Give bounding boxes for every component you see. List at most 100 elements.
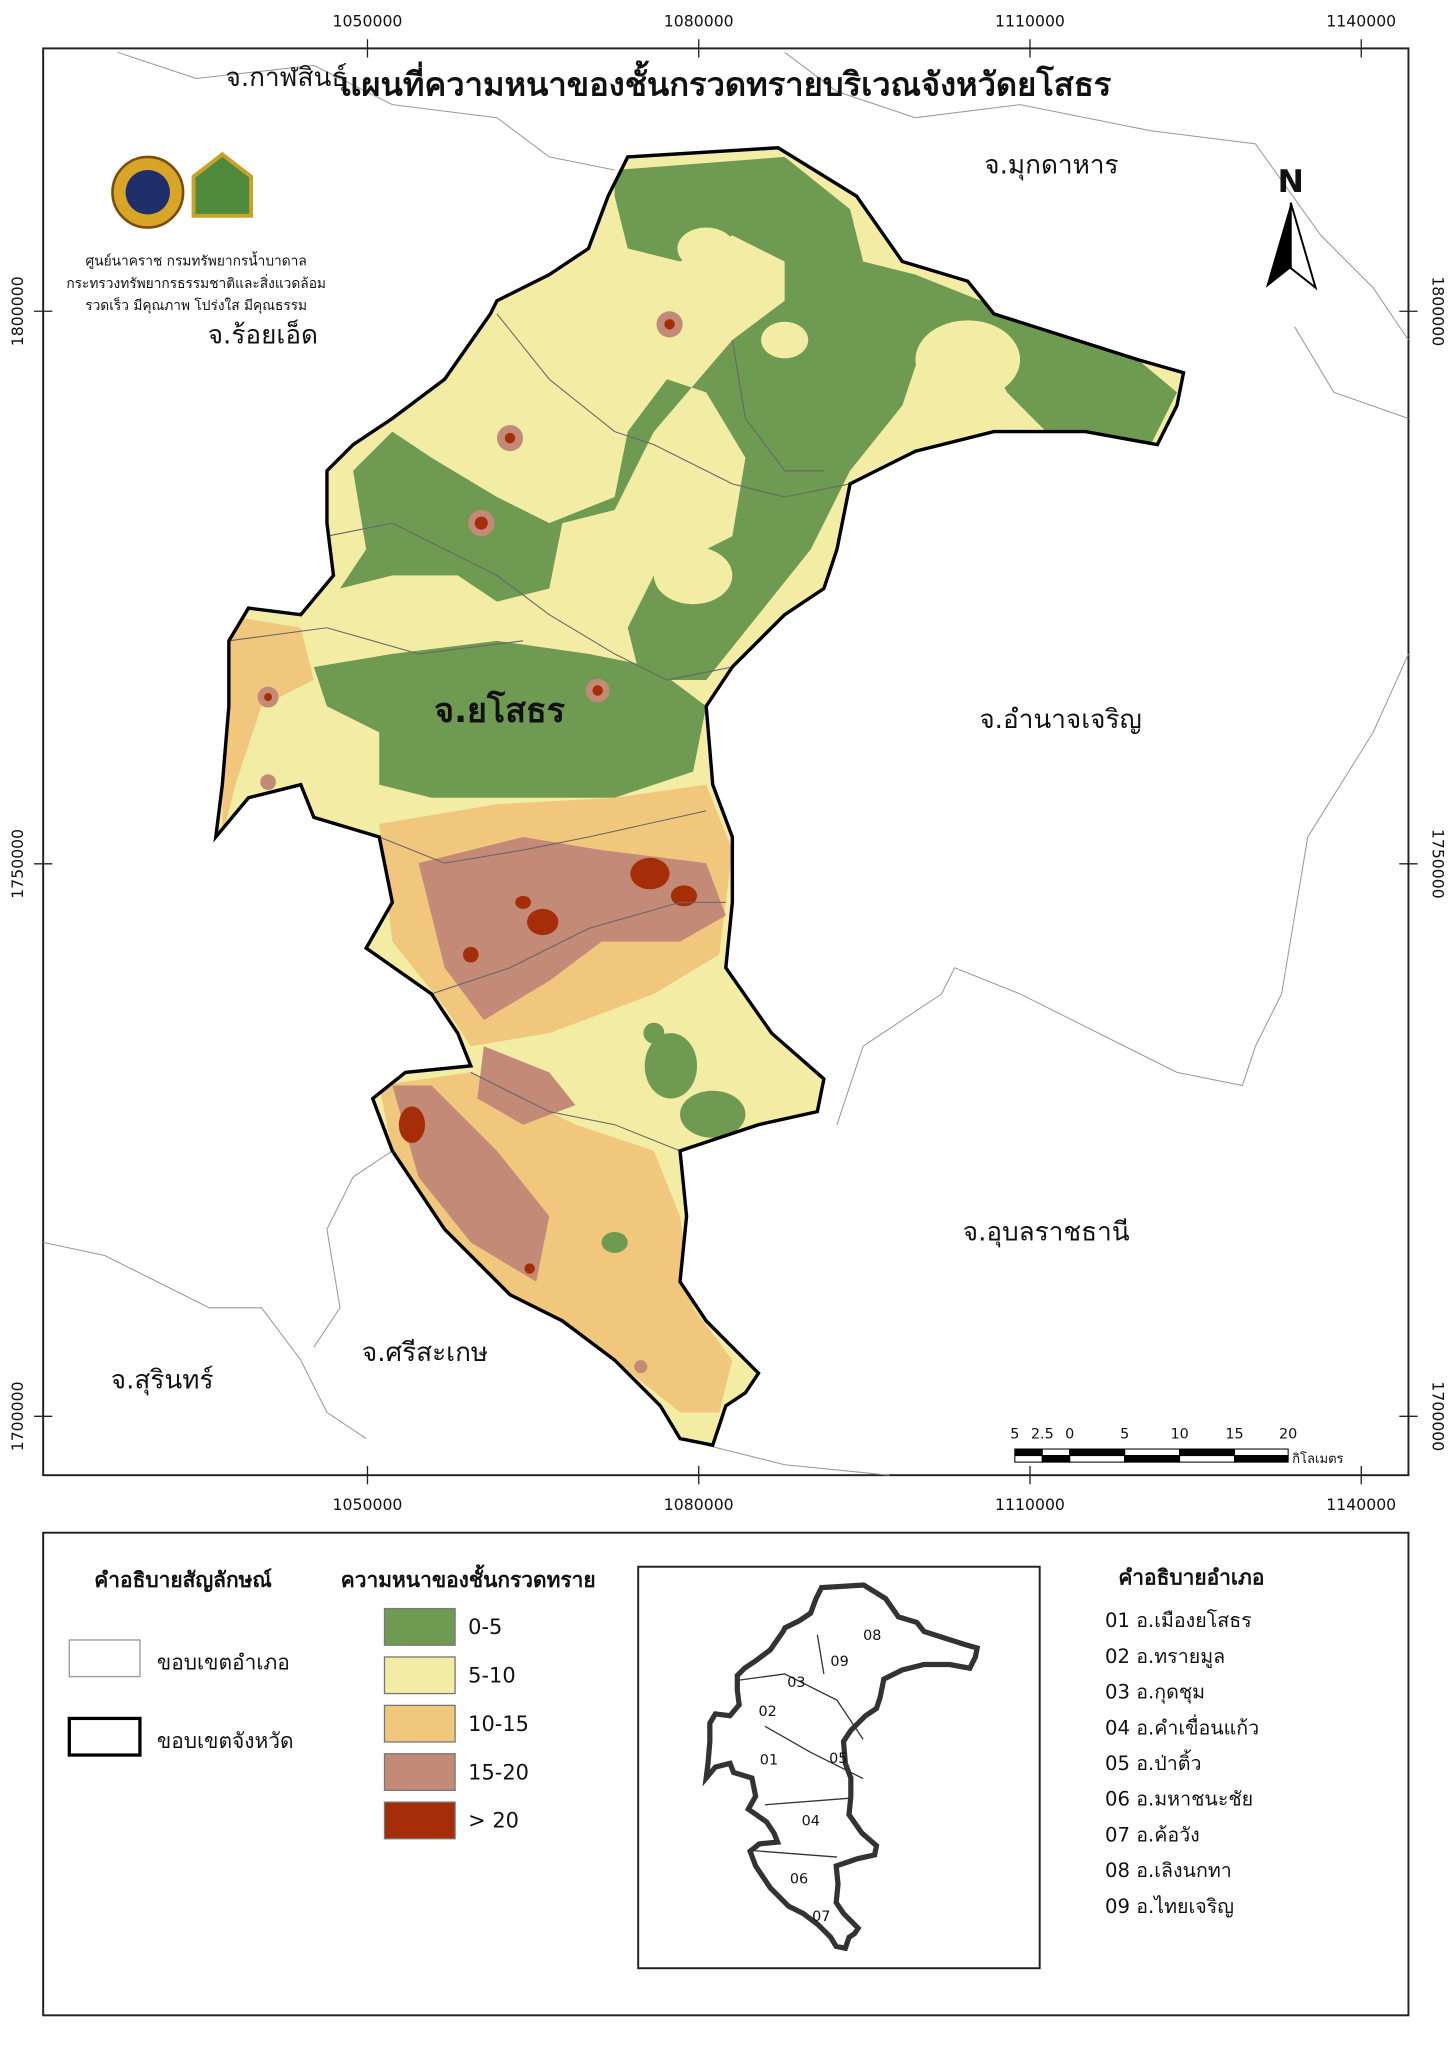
district-item: 09 อ.ไทยเจริญ (1105, 1895, 1234, 1918)
place-label: จ.อำนาจเจริญ (979, 705, 1141, 735)
zone (761, 321, 809, 359)
place-label: จ.ศรีสะเกษ (362, 1338, 488, 1368)
x-tick-label: 1110000 (995, 12, 1065, 31)
scale-segment (1179, 1455, 1236, 1463)
legend-label: > 20 (468, 1809, 519, 1833)
legend-swatch (383, 1656, 456, 1695)
x-tick-label: 1050000 (333, 1495, 403, 1514)
x-tick-label: 1050000 (333, 12, 403, 31)
district-item: 02 อ.ทรายมูล (1105, 1645, 1225, 1669)
scale-segment (1179, 1448, 1236, 1457)
zone (477, 1046, 576, 1125)
zone (592, 685, 603, 696)
place-label: จ.มุกดาหาร (984, 151, 1118, 181)
inset-label: 07 (812, 1909, 830, 1925)
scale-segment (1124, 1448, 1181, 1457)
zone (470, 372, 524, 439)
district-item: 07 อ.ค้อวัง (1105, 1823, 1200, 1846)
zone (340, 156, 1177, 681)
zone (670, 885, 698, 907)
logos (111, 151, 254, 229)
place-label: จ.อุบลราชธานี (963, 1218, 1130, 1248)
scale-label: 20 (1279, 1427, 1297, 1443)
legend-symbol (68, 1639, 141, 1678)
zone (398, 1106, 426, 1144)
place-label: จ.ยโสธร (434, 690, 566, 731)
district-item: 01 อ.เมืองยโสธร (1105, 1609, 1252, 1632)
zone (601, 1231, 628, 1253)
scale-label: 5 (1120, 1427, 1129, 1443)
zone (677, 227, 735, 270)
district-item: 06 อ.มหาชนะชัย (1105, 1788, 1253, 1811)
scale-segment (1234, 1448, 1289, 1457)
neighbour-boundaries (43, 51, 1409, 1476)
north-arrow (1289, 202, 1318, 291)
y-tick-label: 1800000 (8, 276, 27, 346)
scale-segment (1041, 1448, 1071, 1457)
scale-segment (1014, 1448, 1043, 1457)
scale-segment (1014, 1455, 1043, 1463)
inset-label: 09 (830, 1654, 848, 1670)
inset-districts (736, 1634, 864, 1858)
scale-label: 5 (1010, 1427, 1019, 1443)
zone (527, 908, 559, 936)
zone (515, 895, 531, 909)
inset-label: 04 (802, 1814, 820, 1830)
legend-title: คำอธิบายอำเภอ (1118, 1566, 1264, 1590)
zone (504, 432, 516, 444)
zone (680, 1090, 746, 1138)
legend-swatch (383, 1801, 456, 1840)
scale-segment (1234, 1455, 1289, 1463)
x-tick-label: 1080000 (664, 12, 734, 31)
inset-label: 08 (863, 1628, 881, 1644)
legend-label: 15-20 (468, 1760, 529, 1784)
place-label: จ.ร้อยเอ็ด (208, 319, 318, 351)
scale-bar: 5 2.5 0 5 10 15 20 กิโลเมตร (1010, 1427, 1343, 1467)
legend-swatch (383, 1607, 456, 1646)
inset-label: 01 (760, 1752, 778, 1768)
agency-text: กระทรวงทรัพยากรธรรมชาติและสิ่งแวดล้อม (66, 274, 326, 292)
zone (653, 546, 733, 605)
zone (524, 1263, 535, 1274)
scale-unit: กิโลเมตร (1292, 1451, 1344, 1467)
district-item: 08 อ.เลิงนกทา (1105, 1859, 1232, 1882)
x-tick-label: 1140000 (1326, 1495, 1396, 1514)
y-tick-label: 1800000 (1429, 276, 1448, 346)
district-item: 03 อ.กุดชุม (1105, 1681, 1205, 1705)
x-tick-label: 1080000 (664, 1495, 734, 1514)
legend-title: คำอธิบายสัญลักษณ์ (94, 1568, 272, 1593)
zone (313, 640, 707, 798)
zone (222, 614, 314, 837)
legend-label: 10-15 (468, 1712, 529, 1736)
y-tick-label: 1750000 (8, 829, 27, 899)
province-boundary (213, 146, 1186, 1448)
zone (634, 1360, 648, 1374)
inset-label: 06 (790, 1871, 808, 1887)
agency-text: รวดเร็ว มีคุณภาพ โปร่งใส มีคุณธรรม (85, 296, 307, 314)
zone (474, 516, 488, 530)
legend-symbol (67, 1716, 142, 1757)
legend-swatch (383, 1704, 456, 1743)
y-tick-label: 1700000 (1429, 1381, 1448, 1451)
legend-label: 5-10 (468, 1664, 515, 1688)
inset-label: 02 (759, 1704, 777, 1720)
zone (260, 774, 276, 790)
x-tick-label: 1110000 (995, 1495, 1065, 1514)
district-boundaries (228, 313, 851, 1152)
map-title: แผนที่ความหนาของชั้นกรวดทรายบริเวณจังหวั… (340, 59, 1111, 103)
zone (462, 946, 479, 963)
zone (360, 614, 398, 641)
y-tick-label: 1750000 (1429, 829, 1448, 899)
inset-label: 03 (787, 1675, 805, 1691)
zone (516, 277, 582, 325)
legend-title: ความหนาของชั้นกรวดทราย (341, 1564, 596, 1592)
inset-label: 05 (829, 1751, 847, 1767)
district-item: 04 อ.คำเขื่อนแก้ว (1105, 1714, 1259, 1739)
scale-label: 10 (1170, 1427, 1188, 1443)
zone (644, 1033, 698, 1099)
zone (664, 319, 675, 330)
scale-segment (1124, 1455, 1181, 1463)
place-label: จ.สุรินทร์ (111, 1366, 214, 1396)
y-tick-label: 1700000 (8, 1381, 27, 1451)
